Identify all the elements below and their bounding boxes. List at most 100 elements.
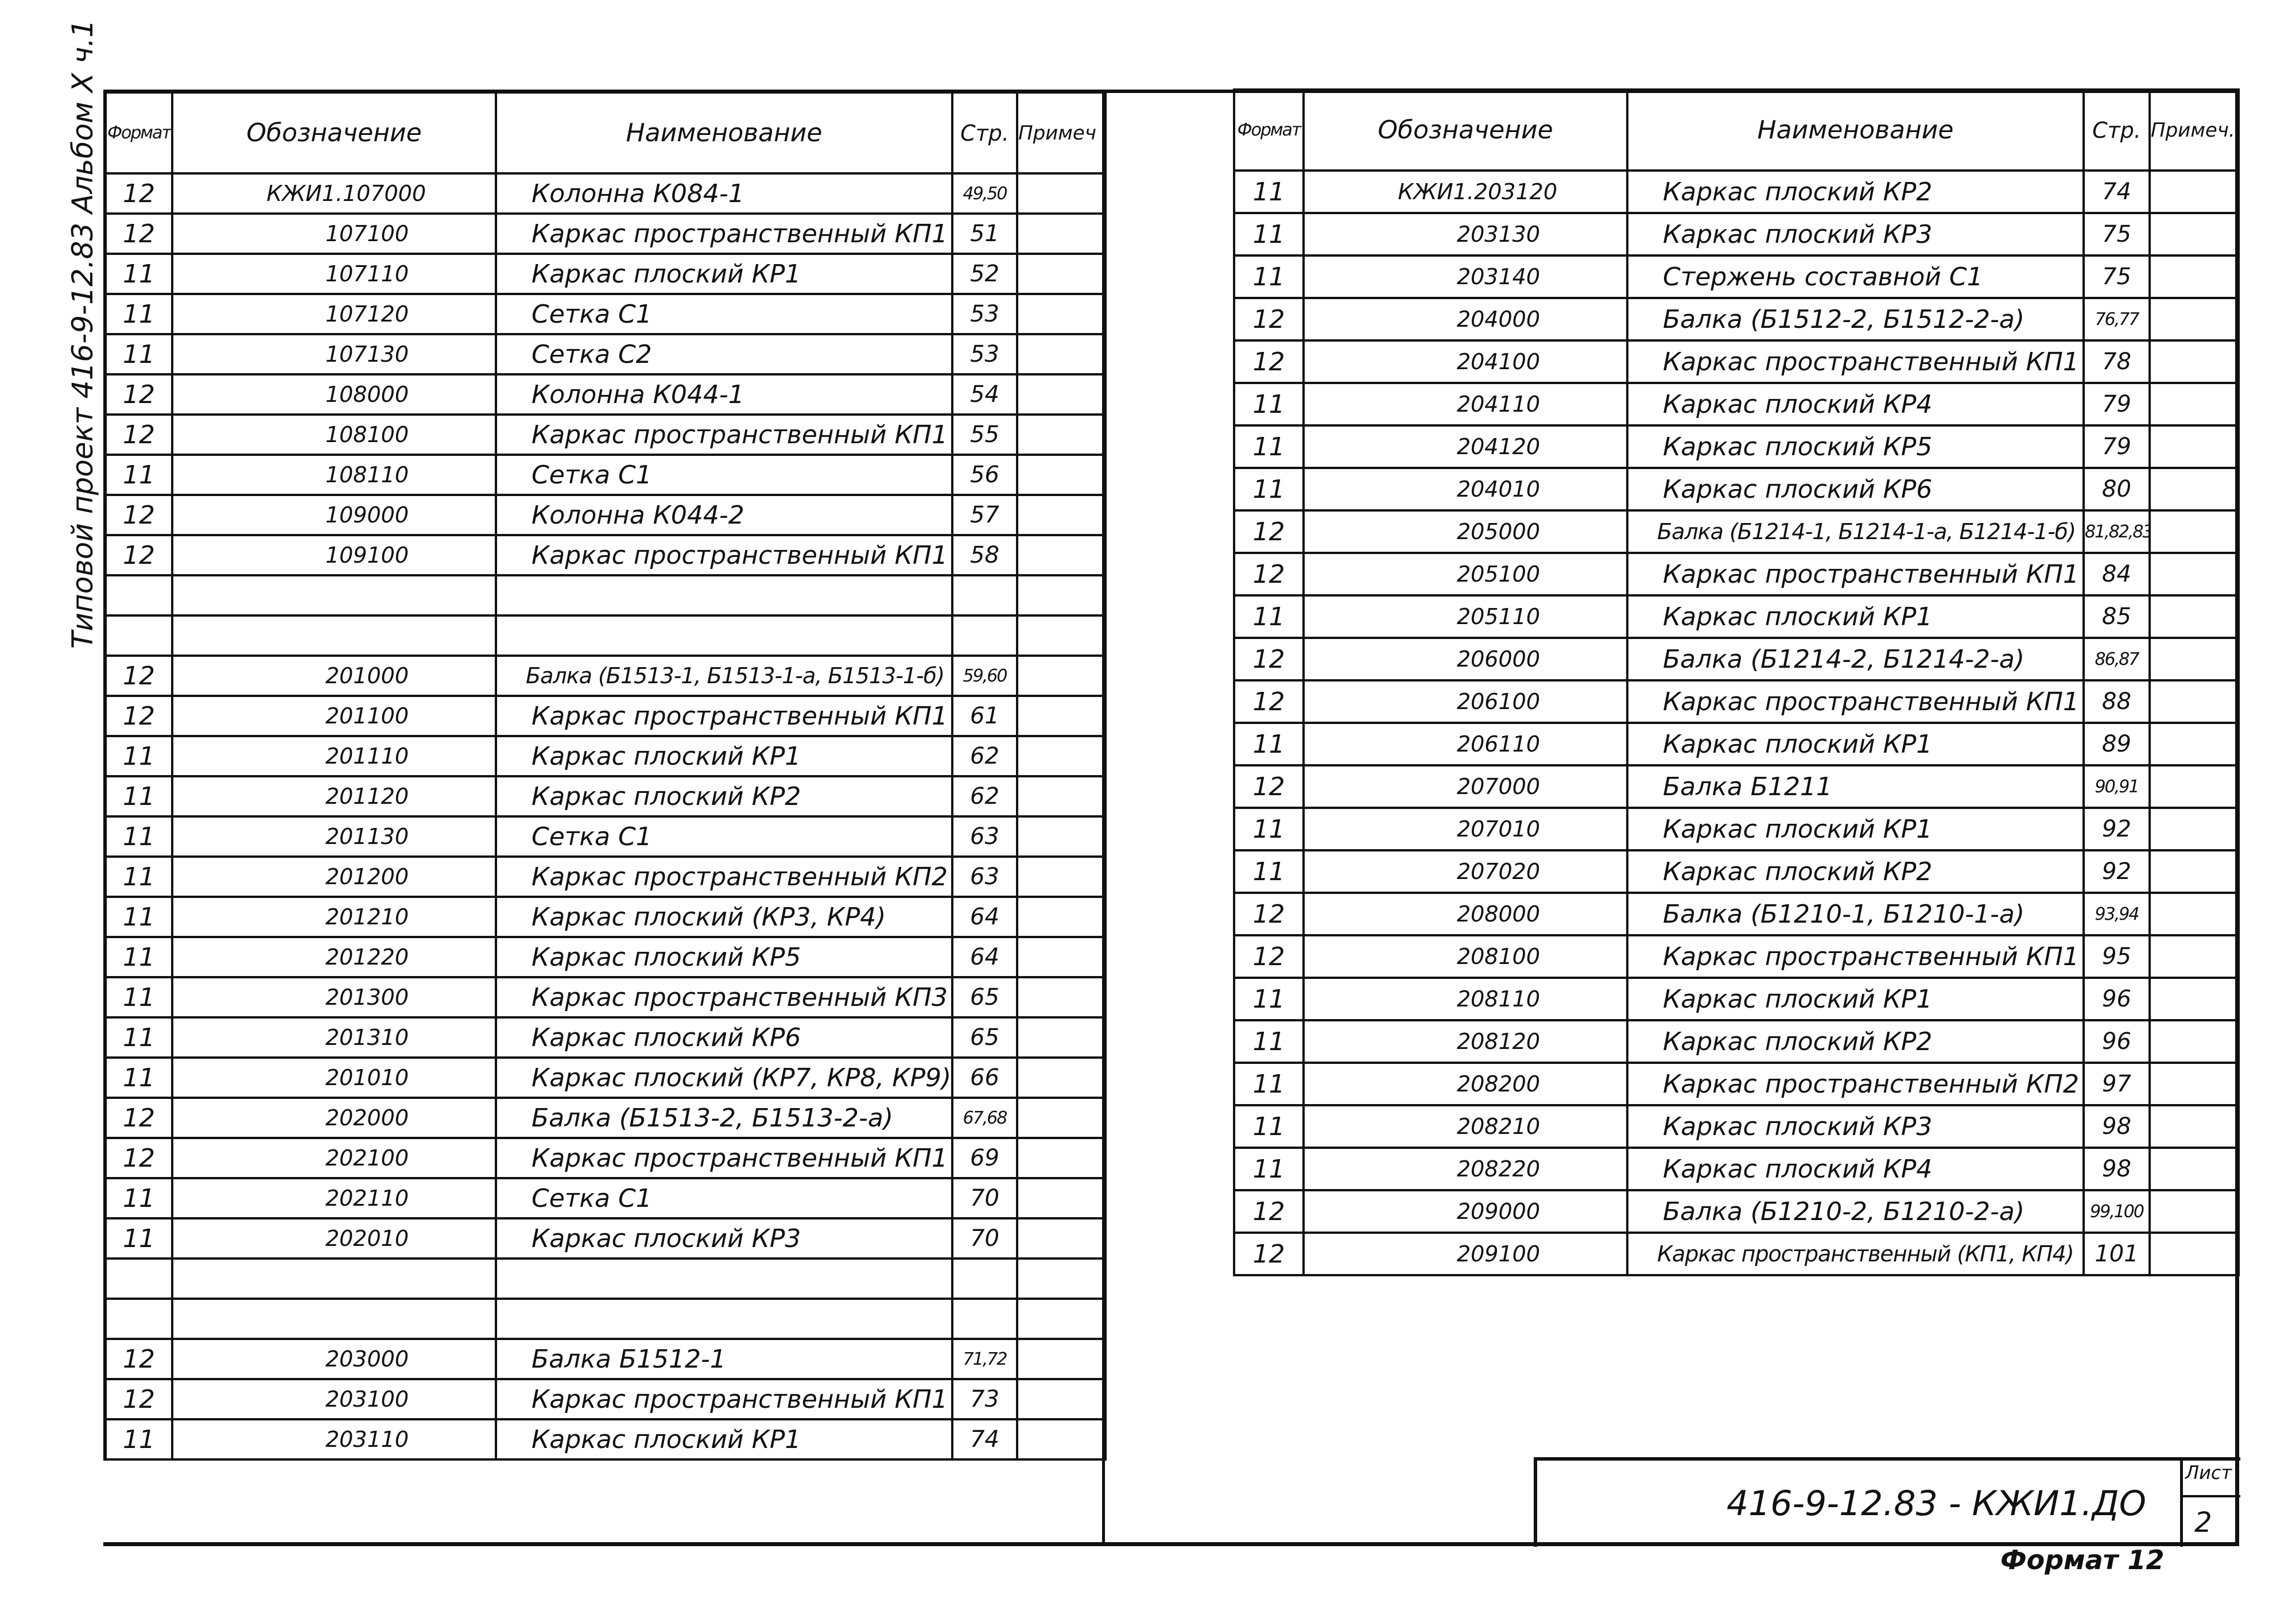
name-cell (495, 1257, 953, 1300)
table-row: 11 203130 Каркас плоский КР3 75 (1233, 212, 2240, 257)
note-cell (1016, 212, 1107, 255)
name-cell: Каркас пространственный КП2 (1626, 1062, 2085, 1106)
table-row: 12 206100 Каркас пространственный КП1 88 (1233, 679, 2240, 724)
name-cell: Сетка С1 (495, 815, 953, 858)
designation-cell: 204120 (1302, 424, 1628, 469)
note-cell (2148, 637, 2240, 682)
designation-cell: 202100 (171, 1137, 497, 1179)
note-cell (2148, 297, 2240, 342)
format-cell: 11 (104, 293, 173, 335)
name-cell: Каркас плоский КР1 (1626, 807, 2085, 851)
name-cell: Балка Б1512-1 (495, 1338, 953, 1380)
name-cell: Каркас плоский КР4 (1626, 382, 2085, 427)
table-row: 12 109000 Колонна К044-2 57 (104, 494, 1107, 536)
format-cell (104, 1257, 173, 1300)
designation-cell: 202110 (171, 1177, 497, 1219)
header-designation: Обозначение (171, 91, 497, 175)
table-row: 11 201300 Каркас пространственный КП3 65 (104, 976, 1107, 1019)
format-cell: 11 (1233, 977, 1305, 1021)
format-cell: 12 (104, 1137, 173, 1179)
designation-cell: 109100 (171, 534, 497, 576)
format-cell: 11 (1233, 1019, 1305, 1064)
format-cell: 11 (1233, 1062, 1305, 1106)
name-cell: Балка (Б1214-2, Б1214-2-а) (1626, 637, 2085, 682)
header-row: Формат Обозначение Наименование Стр. При… (1233, 88, 2240, 172)
format-cell: 12 (1233, 679, 1305, 724)
designation-cell: 204100 (1302, 339, 1628, 384)
page-cell: 62 (951, 775, 1018, 818)
name-cell: Каркас пространственный КП3 (495, 976, 953, 1019)
name-cell: Каркас плоский КР5 (495, 936, 953, 978)
document-code: 416-9-12.83 - КЖИ1.ДО (1727, 1484, 2147, 1524)
note-cell (1016, 1217, 1107, 1260)
note-cell (1016, 614, 1107, 657)
table-row: 12 201100 Каркас пространственный КП1 61 (104, 695, 1107, 737)
name-cell: Каркас плоский КР6 (1626, 467, 2085, 512)
designation-cell: 205100 (1302, 552, 1628, 597)
name-cell: Каркас пространственный КП1 (495, 1137, 953, 1179)
note-cell (1016, 976, 1107, 1019)
format-cell (104, 614, 173, 657)
frame-top-border (103, 90, 2239, 93)
table-row: 11 208200 Каркас пространственный КП2 97 (1233, 1062, 2240, 1106)
format-cell: 12 (104, 494, 173, 536)
format-cell: 11 (104, 936, 173, 978)
page-cell: 95 (2082, 934, 2151, 979)
designation-cell: 208220 (1302, 1147, 1628, 1191)
table-row: 11 108110 Сетка С1 56 (104, 454, 1107, 496)
name-cell: Балка Б1211 (1626, 764, 2085, 809)
name-cell: Балка (Б1513-1, Б1513-1-а, Б1513-1-б) (495, 655, 953, 697)
name-cell: Каркас плоский КР2 (1626, 1019, 2085, 1064)
note-cell (1016, 172, 1107, 215)
note-cell (1016, 655, 1107, 697)
designation-cell: 201100 (171, 695, 497, 737)
table-row (104, 1257, 1107, 1300)
note-cell (1016, 574, 1107, 617)
page-cell: 96 (2082, 977, 2151, 1021)
designation-cell: 207000 (1302, 764, 1628, 809)
header-page: Стр. (951, 91, 1018, 175)
format-cell: 11 (104, 253, 173, 295)
note-cell (2148, 679, 2240, 724)
name-cell: Каркас плоский КР2 (1626, 169, 2085, 214)
name-cell: Каркас пространственный КП2 (495, 855, 953, 898)
note-cell (2148, 594, 2240, 639)
format-cell: 12 (104, 212, 173, 255)
name-cell: Каркас пространственный КП1 (495, 1378, 953, 1420)
note-cell (2148, 212, 2240, 257)
format-cell: 12 (104, 413, 173, 456)
title-block: 416-9-12.83 - КЖИ1.ДО Лист 2 (1534, 1457, 2240, 1547)
page-cell: 98 (2082, 1147, 2151, 1191)
designation-cell: 203130 (1302, 212, 1628, 257)
page-cell: 89 (2082, 722, 2151, 766)
page-cell: 64 (951, 936, 1018, 978)
note-cell (2148, 722, 2240, 766)
header-designation: Обозначение (1302, 88, 1628, 172)
note-cell (1016, 373, 1107, 416)
format-cell: 11 (104, 1418, 173, 1461)
note-cell (1016, 896, 1107, 938)
table-row: 11 204120 Каркас плоский КР5 79 (1233, 424, 2240, 469)
format-cell: 11 (1233, 169, 1305, 214)
name-cell: Стержень составной С1 (1626, 254, 2085, 299)
table-row: 12 204100 Каркас пространственный КП1 78 (1233, 339, 2240, 384)
table-row: 11 208110 Каркас плоский КР1 96 (1233, 977, 2240, 1021)
page-cell: 58 (951, 534, 1018, 576)
format-cell: 11 (1233, 212, 1305, 257)
page-cell: 53 (951, 333, 1018, 375)
page-cell: 67,68 (951, 1097, 1018, 1139)
table-row: 11 201220 Каркас плоский КР5 64 (104, 936, 1107, 978)
format-cell: 11 (1233, 807, 1305, 851)
name-cell (495, 1298, 953, 1340)
name-cell: Каркас пространственный КП1 (1626, 934, 2085, 979)
designation-cell: 201000 (171, 655, 497, 697)
header-note: Примеч. (2148, 88, 2240, 172)
designation-cell: 206110 (1302, 722, 1628, 766)
table-row: 11 КЖИ1.203120 Каркас плоский КР2 74 (1233, 169, 2240, 214)
designation-cell: 209000 (1302, 1189, 1628, 1234)
note-cell (1016, 735, 1107, 777)
table-row: 12 209000 Балка (Б1210-2, Б1210-2-а) 99,100 (1233, 1189, 2240, 1234)
table-row: 12 205000 Балка (Б1214-1, Б1214-1-а, Б1214… (1233, 509, 2240, 554)
sheet-divider (2183, 1495, 2240, 1497)
page-cell: 52 (951, 253, 1018, 295)
